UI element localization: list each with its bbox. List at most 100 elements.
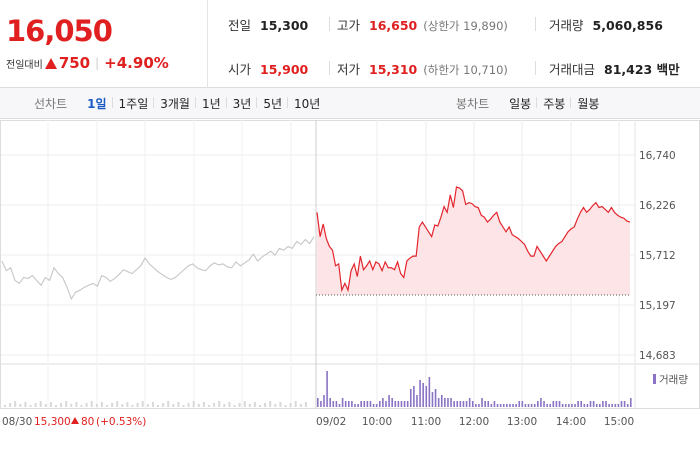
volume-bar xyxy=(406,401,409,407)
volume-bar xyxy=(49,402,52,407)
volume-bar xyxy=(197,404,200,407)
volume-bar xyxy=(533,404,536,407)
volume-bar xyxy=(617,404,620,407)
tab-1week[interactable]: 1주일 xyxy=(111,95,155,112)
volume-bar xyxy=(126,402,129,407)
volume-bar xyxy=(592,401,595,407)
tab-3year[interactable]: 3년 xyxy=(225,95,258,112)
volume-legend: 거래량 xyxy=(653,374,688,386)
volume-bar xyxy=(354,404,356,407)
stat-value: 15,300 xyxy=(260,18,309,33)
volume-bar xyxy=(90,401,93,407)
volume-bar xyxy=(577,401,579,407)
volume-bar xyxy=(431,392,434,407)
volume-bar xyxy=(614,404,617,407)
divider xyxy=(329,17,330,31)
volume-bar xyxy=(341,398,344,407)
volume-bar xyxy=(332,401,335,407)
volume-bar xyxy=(419,380,421,407)
volume-bar xyxy=(434,389,437,407)
volume-bar xyxy=(481,398,483,407)
volume-bar xyxy=(326,371,328,407)
tab-1year[interactable]: 1년 xyxy=(194,95,227,112)
volume-bar xyxy=(187,403,190,407)
volume-bar xyxy=(462,401,465,407)
volume-bar xyxy=(391,398,393,407)
current-price: 16,050 xyxy=(6,14,113,48)
x-axis: 09/02 10:00 11:00 12:00 13:00 14:00 15:00 xyxy=(316,416,634,428)
volume-bar xyxy=(416,395,418,407)
tab-monthly[interactable]: 월봉 xyxy=(570,95,605,112)
tab-daily[interactable]: 일봉 xyxy=(509,97,532,111)
volume-bar xyxy=(561,404,564,407)
volume-bar xyxy=(375,404,378,407)
tab-10year[interactable]: 10년 xyxy=(287,95,326,112)
volume-bar xyxy=(378,401,381,407)
volume-bar xyxy=(605,401,607,407)
volume-bar xyxy=(279,402,282,407)
volume-bar xyxy=(595,404,598,407)
volume-bar xyxy=(320,401,322,407)
volume-bar xyxy=(243,401,246,407)
stat-value: 15,310 xyxy=(369,62,418,77)
volume-bar xyxy=(80,405,83,407)
line-chart-title: 선차트 xyxy=(34,97,68,111)
tab-3month[interactable]: 3개월 xyxy=(153,95,196,112)
stat-volume: 거래량 5,060,856 xyxy=(549,15,663,34)
volume-bar xyxy=(100,402,103,407)
volume-bar xyxy=(499,404,502,407)
volume-bar xyxy=(490,404,493,407)
volume-bar xyxy=(338,404,341,407)
volume-bar xyxy=(608,404,610,407)
volume-bar xyxy=(136,403,139,407)
volume-bar xyxy=(182,405,185,407)
stat-value: 5,060,856 xyxy=(592,18,663,33)
prev-day-change: 80 xyxy=(81,416,94,428)
stat-label: 전일 xyxy=(228,18,252,33)
volume-bar xyxy=(506,404,508,407)
volume-bar xyxy=(521,401,524,407)
volume-bar xyxy=(14,401,17,407)
volume-bar xyxy=(289,403,292,407)
volume-bar xyxy=(223,404,226,407)
prev-day-pct: (+0.53%) xyxy=(96,416,146,428)
volume-bar xyxy=(437,398,440,407)
volume-bar xyxy=(444,398,446,407)
prev-day-line xyxy=(1,236,315,301)
quote-stats: 전일 15,300 고가 16,650 (상한가 19,890) 거래량 5,0… xyxy=(208,0,700,88)
volume-bar xyxy=(475,404,477,407)
volume-bar xyxy=(512,404,514,407)
stat-value: 81,423 백만 xyxy=(604,62,680,77)
volume-bar xyxy=(238,403,241,407)
volume-bar xyxy=(111,403,114,407)
volume-bar xyxy=(413,386,415,407)
x-tick-label: 15:00 xyxy=(604,416,634,428)
today-line xyxy=(316,186,631,293)
volume-bar xyxy=(543,401,545,407)
volume-bar xyxy=(121,404,124,407)
volume-bar xyxy=(450,398,452,407)
change-label: 전일대비 xyxy=(6,59,43,71)
volume-bar xyxy=(131,405,134,407)
price-summary: 16,050 전일대비 750 | +4.90% xyxy=(0,0,208,88)
volume-bar xyxy=(447,398,449,407)
volume-bar xyxy=(259,405,261,407)
stat-trade-value: 거래대금 81,423 백만 xyxy=(549,59,680,78)
volume-bar xyxy=(233,405,236,407)
volume-bar xyxy=(106,405,108,407)
volume-bar xyxy=(586,404,589,407)
price-chart[interactable]: 16,740 16,226 15,712 15,197 14,683 09/02 10:0… xyxy=(0,120,700,450)
volume-bar xyxy=(394,401,397,407)
tab-weekly[interactable]: 주봉 xyxy=(536,95,571,112)
tab-5year[interactable]: 5년 xyxy=(256,95,288,112)
volume-bar xyxy=(4,405,6,407)
stat-label: 고가 xyxy=(337,18,361,33)
legend-label: 거래량 xyxy=(659,374,688,386)
volume-bar xyxy=(85,403,88,407)
volume-bar xyxy=(269,401,272,407)
volume-bar xyxy=(453,401,455,407)
y-tick-label: 16,740 xyxy=(639,150,676,162)
volume-bar xyxy=(471,401,474,407)
y-axis: 16,740 16,226 15,712 15,197 14,683 xyxy=(639,150,676,362)
tab-1day[interactable]: 1일 xyxy=(87,97,107,111)
